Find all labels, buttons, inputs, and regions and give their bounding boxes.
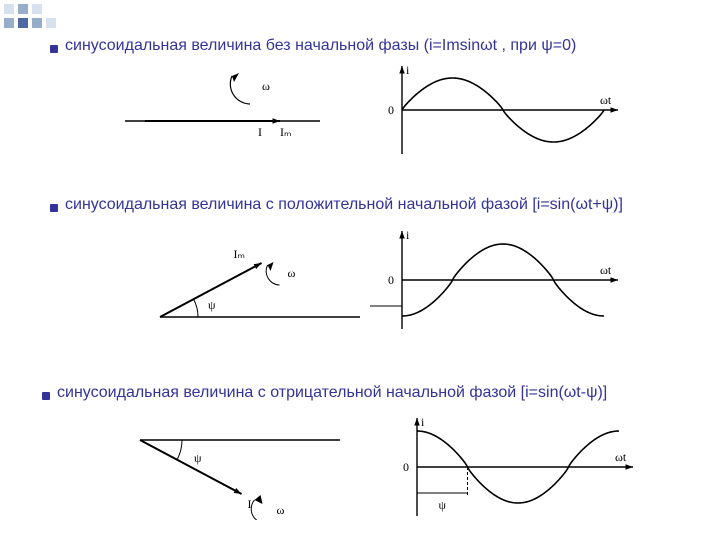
svg-text:i: i xyxy=(421,415,425,429)
svg-text:i: i xyxy=(406,228,410,242)
svg-text:I: I xyxy=(258,125,262,139)
bullet-1 xyxy=(50,45,58,53)
svg-text:ω: ω xyxy=(262,79,270,93)
svg-text:0: 0 xyxy=(388,103,394,117)
svg-text:ψ: ψ xyxy=(438,498,446,512)
svg-text:0: 0 xyxy=(388,273,394,287)
wave-pos-phase: iωt0ψ xyxy=(370,225,630,335)
phasor-zero-phase: I Iₘ ω xyxy=(120,66,330,156)
caption-2: синусоидальная величина с положительной … xyxy=(65,196,623,214)
caption-1: синусоидальная величина без начальной фа… xyxy=(65,37,576,55)
svg-text:ψ: ψ xyxy=(194,451,202,465)
svg-text:ψ: ψ xyxy=(208,298,216,312)
svg-text:ωt: ωt xyxy=(600,263,612,277)
svg-text:0: 0 xyxy=(403,460,409,474)
svg-text:ω: ω xyxy=(288,266,296,280)
wave-zero-phase: i ωt 0 xyxy=(370,60,630,160)
phasor-neg-phase: Iψω xyxy=(130,420,350,520)
svg-text:Iₘ: Iₘ xyxy=(280,125,291,139)
svg-text:i: i xyxy=(406,63,410,77)
bullet-3 xyxy=(42,392,50,400)
bullet-2 xyxy=(50,204,58,212)
wave-neg-phase: i ωt 0 ψ xyxy=(385,412,645,522)
svg-text:Iₘ: Iₘ xyxy=(234,247,245,261)
svg-text:ω: ω xyxy=(277,503,285,517)
svg-text:ωt: ωt xyxy=(615,450,627,464)
svg-text:ωt: ωt xyxy=(600,93,612,107)
phasor-pos-phase: Iₘ ψ ω xyxy=(150,237,370,337)
caption-3: синусоидальная величина с отрицательной … xyxy=(57,384,607,402)
